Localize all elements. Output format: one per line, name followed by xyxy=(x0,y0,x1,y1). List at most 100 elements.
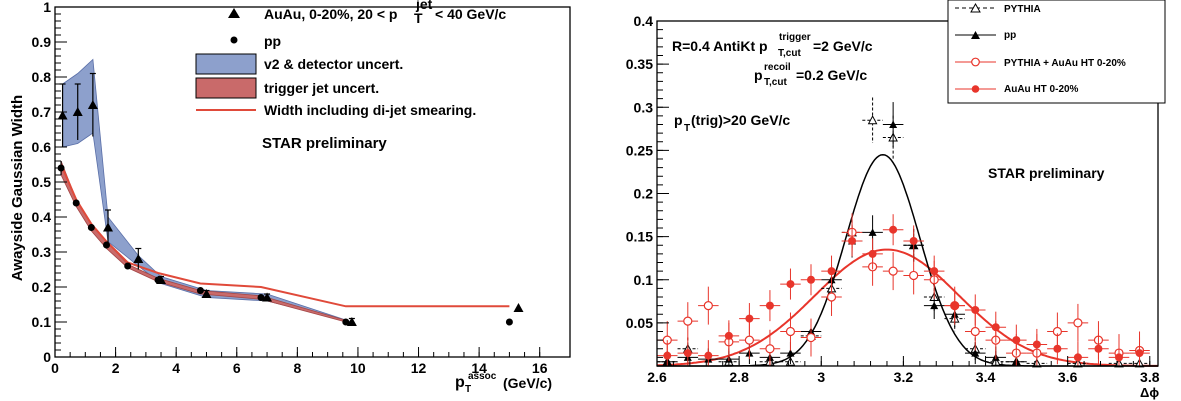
svg-text:T,cut: T,cut xyxy=(778,48,801,59)
left-ytick-label: 0.1 xyxy=(32,314,52,330)
auau-point xyxy=(57,110,68,120)
auau-point xyxy=(133,254,144,263)
pythia-auau-point xyxy=(888,266,898,276)
auau-point xyxy=(103,222,114,232)
pp-point xyxy=(154,276,162,284)
left-ytick-label: 0.7 xyxy=(32,104,52,120)
auau-ht-point xyxy=(889,225,898,234)
left-xtick-label: 10 xyxy=(350,360,366,376)
legend-marker-auau-ht xyxy=(971,85,980,93)
auau-point xyxy=(201,289,212,298)
left-ytick-label: 0.6 xyxy=(32,139,52,155)
pythia-auau-point xyxy=(826,292,837,302)
pp-point xyxy=(72,199,80,207)
svg-text:trigger: trigger xyxy=(779,32,811,43)
left-xtick-label: 8 xyxy=(293,360,301,376)
legend-pp-label: pp xyxy=(264,33,281,49)
right-annotations: R=0.4 AntiKt p trigger T,cut =2 GeV/c p … xyxy=(672,32,1105,181)
svg-text:=0.2 GeV/c: =0.2 GeV/c xyxy=(796,67,867,83)
left-ytick-label: 0.4 xyxy=(32,209,52,225)
left-ytick-label: 1 xyxy=(43,0,51,15)
auau-ht-point xyxy=(745,314,754,323)
pp-right-point xyxy=(868,228,877,236)
auau-ht-point xyxy=(1135,349,1144,358)
pp-right-point xyxy=(786,349,795,357)
pp-point xyxy=(505,318,513,326)
legend-marker-pp-right xyxy=(971,31,980,39)
pp-point xyxy=(342,318,350,326)
auau-ht-point xyxy=(724,331,733,340)
right-ytick-label: 0.1 xyxy=(634,272,654,288)
legend-v2-box xyxy=(195,53,257,75)
auau-ht-point xyxy=(765,301,774,310)
svg-text:assoc: assoc xyxy=(468,371,497,382)
right-xtick-label: 2.8 xyxy=(729,369,749,385)
legend-pythia-label: PYTHIA xyxy=(1004,4,1041,15)
left-ytick-label: 0.2 xyxy=(32,279,52,295)
right-xtick-label: 2.6 xyxy=(647,369,667,385)
v2-uncertainty-band xyxy=(62,58,353,323)
pythia-auau-point xyxy=(683,316,693,326)
legend-auau-label: AuAu, 0-20%, 20 < p xyxy=(264,6,397,22)
auau-ht-point xyxy=(1073,353,1082,362)
auau-ht-point xyxy=(1094,344,1103,353)
pythia-auau-point xyxy=(703,301,713,311)
legend-pythia-auau-label: PYTHIA + AuAu HT 0-20% xyxy=(1004,58,1126,69)
pp-right-point xyxy=(930,301,939,310)
auau-point xyxy=(513,303,524,312)
auau-ht-point xyxy=(786,280,795,289)
pp-point xyxy=(196,287,204,294)
auau-ht-point xyxy=(704,351,713,360)
svg-text:T: T xyxy=(414,10,423,26)
legend-v2-label: v2 & detector uncert. xyxy=(264,56,403,72)
legend-marker-auau xyxy=(228,8,240,18)
left-ytick-label: 0 xyxy=(43,349,51,365)
legend-width-label: Width including di-jet smearing. xyxy=(264,102,476,118)
left-xtick-label: 6 xyxy=(233,360,241,376)
svg-text:< 40 GeV/c: < 40 GeV/c xyxy=(435,6,506,22)
pp-point xyxy=(57,164,65,172)
left-xtick-label: 4 xyxy=(172,360,180,376)
right-ytick-label: 0.25 xyxy=(626,142,653,158)
pythia-auau-point xyxy=(970,326,980,337)
pp-right-point xyxy=(971,349,980,357)
auau-ht-point xyxy=(971,305,980,314)
legend-auau-ht-label: AuAu HT 0-20% xyxy=(1004,84,1079,95)
right-ytick-label: 0.3 xyxy=(634,99,654,115)
pp-point xyxy=(257,294,265,301)
pythia-auau-point xyxy=(765,344,775,354)
right-chart: 2.6 2.8 3 3.2 3.4 3.6 3.8 0.05 0.1 0.15 0.2 0.25 0.3… xyxy=(626,0,1166,400)
auau-point xyxy=(72,107,83,116)
auau-ht-point xyxy=(868,249,877,258)
left-chart: 0 2 4 6 8 10 12 14 16 0 0.1 0.2 0.3 0.4 0.5 0.6 0.7 0.8 0.… xyxy=(9,0,571,395)
pythia-point xyxy=(867,115,878,125)
auau-ht-point xyxy=(930,267,939,276)
left-ytick-label: 0.9 xyxy=(32,34,52,50)
right-xtick-label: 3.8 xyxy=(1140,369,1160,385)
right-ytick-label: 0.35 xyxy=(626,56,653,72)
right-ytick-label: 0.15 xyxy=(626,229,653,245)
auau-ht-point xyxy=(1032,340,1041,349)
svg-text:jet: jet xyxy=(415,0,433,12)
right-xtick-label: 3.6 xyxy=(1058,369,1078,385)
pp-point xyxy=(103,241,110,249)
svg-text:p: p xyxy=(455,374,465,391)
left-xlabel: p T assoc (GeV/c) xyxy=(455,371,552,395)
legend-trigger-label: trigger jet uncert. xyxy=(264,80,379,96)
right-xlabel: Δϕ xyxy=(1140,385,1159,400)
width-dijet-line xyxy=(60,164,510,308)
right-legend: PYTHIA pp PYTHIA + AuAu HT 0-20% AuAu HT… xyxy=(947,0,1166,104)
annot-ptrig: p xyxy=(674,112,683,128)
legend-trigger-box xyxy=(195,77,257,99)
pythia-auau-point xyxy=(744,335,754,345)
left-ytick-label: 0.3 xyxy=(32,244,52,260)
legend-marker-pp xyxy=(230,36,238,44)
annot-recoil: p xyxy=(754,67,763,83)
left-xtick-label: 14 xyxy=(471,360,487,376)
right-xtick-label: 3.4 xyxy=(976,369,996,385)
auau-ht-point xyxy=(848,236,857,245)
left-xtick-label: 2 xyxy=(112,360,120,376)
left-ytick-label: 0.5 xyxy=(32,174,52,190)
auau-point xyxy=(262,292,273,302)
